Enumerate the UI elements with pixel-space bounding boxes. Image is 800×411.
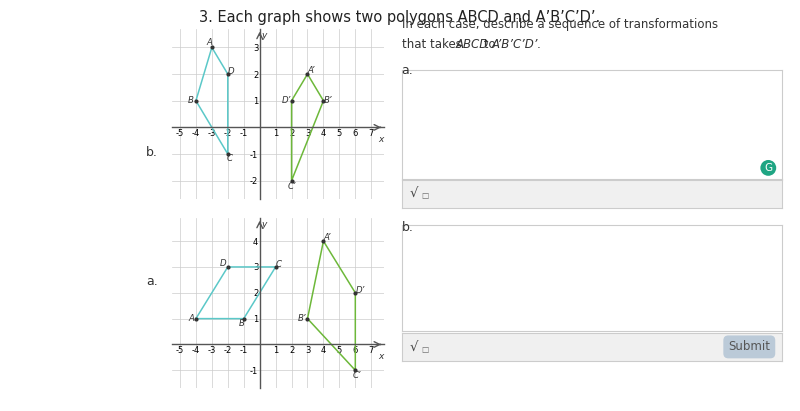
- Point: [317, 97, 330, 104]
- Text: ABCD: ABCD: [455, 38, 489, 51]
- Point: [270, 263, 282, 270]
- Text: G: G: [764, 163, 772, 173]
- Text: C’: C’: [353, 371, 362, 380]
- Text: A’B’C’D’.: A’B’C’D’.: [492, 38, 542, 51]
- Text: C’: C’: [287, 182, 296, 191]
- Text: □: □: [422, 344, 429, 353]
- Text: A’: A’: [308, 67, 315, 75]
- Text: 3. Each graph shows two polygons ABCD and A’B’C’D’.: 3. Each graph shows two polygons ABCD an…: [199, 10, 601, 25]
- Text: Submit: Submit: [728, 340, 770, 353]
- Text: D’: D’: [282, 96, 291, 105]
- Text: D: D: [220, 259, 226, 268]
- Point: [301, 315, 314, 322]
- Text: □: □: [422, 191, 429, 200]
- Text: In each case, describe a sequence of transformations: In each case, describe a sequence of tra…: [402, 18, 718, 32]
- Text: x: x: [378, 135, 383, 144]
- Point: [349, 367, 362, 374]
- Point: [222, 263, 234, 270]
- Text: A: A: [206, 38, 212, 47]
- Point: [238, 315, 250, 322]
- Text: √: √: [410, 340, 418, 353]
- Text: y: y: [262, 220, 267, 229]
- Text: C: C: [276, 260, 282, 269]
- Point: [301, 71, 314, 77]
- Text: D: D: [228, 67, 234, 76]
- Text: y: y: [262, 31, 267, 40]
- Text: a.: a.: [146, 275, 158, 288]
- Text: b.: b.: [146, 145, 158, 159]
- Point: [206, 44, 218, 51]
- Text: to: to: [480, 38, 499, 51]
- Point: [222, 151, 234, 157]
- Point: [285, 178, 298, 184]
- Point: [190, 315, 202, 322]
- Text: C: C: [226, 154, 233, 163]
- Text: B’: B’: [323, 96, 332, 105]
- Text: B: B: [187, 96, 194, 105]
- Text: A: A: [188, 314, 194, 323]
- Text: B’: B’: [298, 314, 306, 323]
- Text: B: B: [238, 319, 244, 328]
- Text: b.: b.: [402, 221, 414, 234]
- Point: [317, 238, 330, 245]
- Text: A’: A’: [324, 233, 331, 242]
- Text: x: x: [378, 352, 383, 361]
- Text: √: √: [410, 187, 418, 200]
- Point: [190, 97, 202, 104]
- Text: a.: a.: [402, 64, 414, 77]
- Point: [349, 289, 362, 296]
- Text: that takes: that takes: [402, 38, 466, 51]
- Point: [222, 71, 234, 77]
- Text: D’: D’: [356, 286, 365, 295]
- Point: [285, 97, 298, 104]
